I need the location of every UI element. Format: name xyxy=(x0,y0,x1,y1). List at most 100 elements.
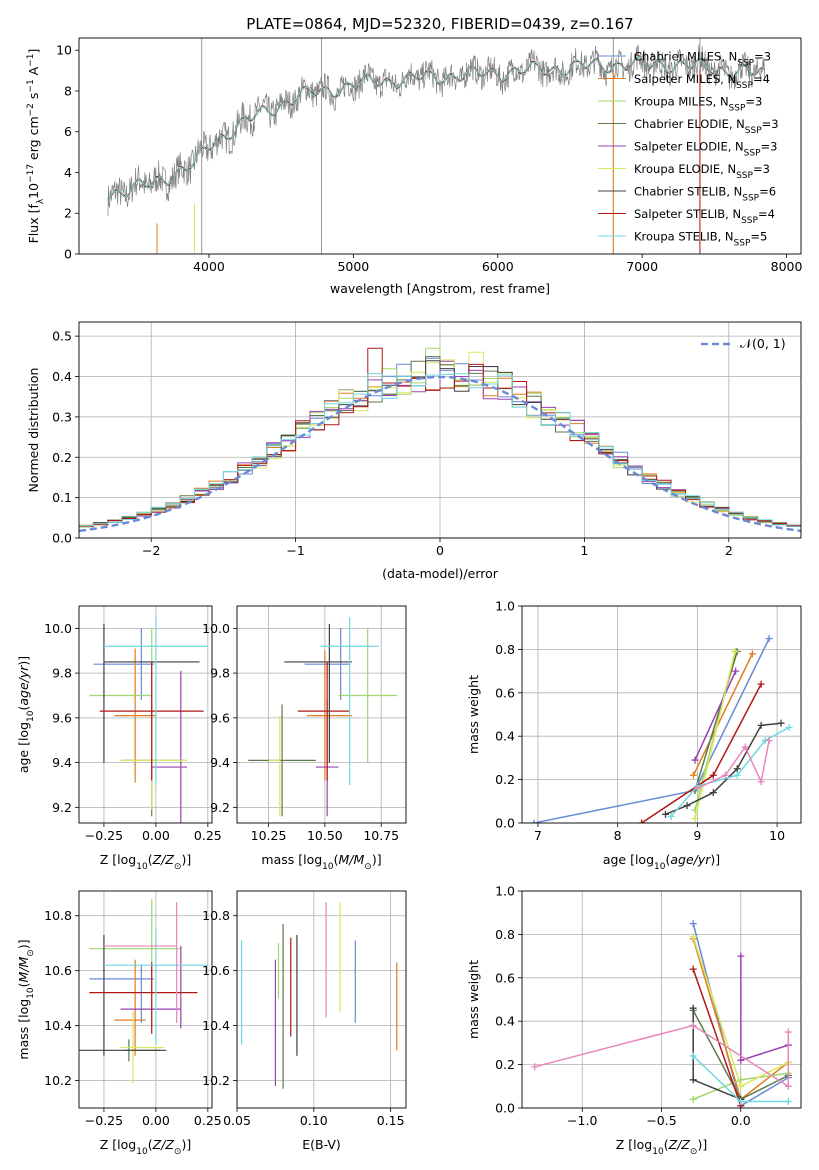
mass-weight-marker xyxy=(689,920,697,928)
mass-weight-vs-metallicity-panel: −1.0 −0.5 0.0 0.0 0.2 0.4 0.6 0.8 1.0 Z [log10(Z/… xyxy=(466,884,802,1157)
y-tick-label: 0.2 xyxy=(52,450,72,465)
y-axis-label: Normed distribution xyxy=(26,368,41,493)
y-tick-label: 2 xyxy=(64,206,72,221)
legend-entry: Chabrier STELIB, NSSP=6 xyxy=(634,185,776,204)
axes-frame xyxy=(236,890,407,1109)
mass-weight-marker xyxy=(748,650,756,658)
x-tick-label: 8 xyxy=(614,828,622,843)
mass-weight-marker xyxy=(709,789,717,797)
mass-weight-marker xyxy=(638,819,646,823)
plot-area xyxy=(531,920,792,1108)
y-tick-label: 10.4 xyxy=(202,1018,230,1033)
mass-weight-marker xyxy=(757,680,765,688)
y-tick-label: 0.0 xyxy=(52,531,72,546)
mass-weight-series-line xyxy=(534,1024,790,1088)
x-tick-label: 2 xyxy=(725,543,733,558)
y-tick-label: 0.8 xyxy=(495,642,515,657)
y-tick-label: 9.4 xyxy=(52,755,72,770)
x-axis-label: E(B-V) xyxy=(302,1137,341,1152)
mass-weight-marker xyxy=(689,965,697,973)
mass-weight-series-line xyxy=(694,651,736,819)
plot-area xyxy=(89,617,208,823)
y-tick-label: 0 xyxy=(64,247,72,262)
mass-vs-metallicity-panel: −0.25 0.00 0.25 10.2 10.4 10.6 10.8 Z [log10(Z/… xyxy=(16,890,222,1157)
x-tick-label: 0.25 xyxy=(194,1113,222,1128)
mass-weight-marker xyxy=(733,765,741,773)
axes-frame xyxy=(521,890,802,1109)
mass-weight-marker xyxy=(737,952,745,960)
normal-pdf-line xyxy=(79,375,801,533)
mass-weight-marker xyxy=(737,1082,745,1090)
mass-weight-marker xyxy=(691,756,699,764)
mass-weight-marker xyxy=(689,1004,697,1012)
plot-area xyxy=(248,617,397,817)
x-tick-label: 10.25 xyxy=(251,828,287,843)
y-tick-label: 10.0 xyxy=(202,621,230,636)
y-tick-label: 0.4 xyxy=(52,369,72,384)
y-tick-label: 9.4 xyxy=(210,755,230,770)
y-axis-label: mass weight xyxy=(466,675,481,754)
mass-weight-marker xyxy=(689,1022,697,1030)
mass-weight-marker xyxy=(737,1056,745,1064)
x-tick-label: 5000 xyxy=(337,259,369,274)
y-tick-label: 0.1 xyxy=(52,490,72,505)
x-tick-label: 0.05 xyxy=(223,1113,251,1128)
x-tick-label: 9 xyxy=(693,828,701,843)
x-axis-label: wavelength [Angstrom, rest frame] xyxy=(330,281,550,296)
x-axis-label: Z [log10(Z/Z⊙)] xyxy=(616,1137,707,1157)
y-tick-label: 0.6 xyxy=(495,970,515,985)
model-spectrum-line xyxy=(107,55,765,201)
age-vs-mass-panel: 10.25 10.50 10.75 9.2 9.4 9.6 9.8 10.0 mass [log… xyxy=(202,605,407,872)
x-tick-label: −1.0 xyxy=(567,1113,597,1128)
y-axis-label: Flux [fλ10−17 erg cm−2 s−1 A−1] xyxy=(26,49,46,244)
plot-area xyxy=(530,635,793,823)
mass-weight-series-line xyxy=(533,638,770,823)
axes-frame xyxy=(78,890,213,1109)
mass-weight-marker xyxy=(531,1063,539,1071)
x-tick-label: 0.10 xyxy=(300,1113,328,1128)
x-tick-label: 4000 xyxy=(193,259,225,274)
y-axis-label: mass [log10(M/M⊙)] xyxy=(16,939,36,1059)
mass-weight-vs-age-panel: 7 8 9 10 0.0 0.2 0.4 0.6 0.8 1.0 age [log10(age/yr… xyxy=(466,599,802,872)
plot-area xyxy=(79,347,801,533)
axes-frame xyxy=(78,605,213,824)
mass-weight-marker xyxy=(784,1028,792,1036)
mass-weight-marker xyxy=(709,771,717,779)
y-axis-label: age [log10(age/yr)] xyxy=(16,656,36,773)
x-tick-label: −1 xyxy=(286,543,304,558)
legend-entry: Kroupa ELODIE, NSSP=3 xyxy=(634,162,770,181)
y-tick-label: 9.6 xyxy=(210,710,230,725)
mass-weight-marker xyxy=(689,771,697,779)
mass-weight-series-line xyxy=(692,653,754,776)
y-tick-label: 6 xyxy=(64,124,72,139)
mass-weight-marker xyxy=(667,812,675,820)
y-tick-label: 9.8 xyxy=(210,666,230,681)
x-tick-label: 1 xyxy=(580,543,588,558)
y-tick-label: 10.4 xyxy=(44,1018,72,1033)
x-axis-label: age [log10(age/yr)] xyxy=(603,852,720,872)
mass-weight-marker xyxy=(732,667,740,675)
y-tick-label: 0.0 xyxy=(495,1101,515,1116)
x-tick-label: 10.50 xyxy=(307,828,343,843)
mass-weight-marker xyxy=(765,635,773,643)
legend-entry: Salpeter ELODIE, NSSP=3 xyxy=(634,140,777,159)
mass-weight-marker xyxy=(757,721,765,729)
y-tick-label: 1.0 xyxy=(495,599,515,614)
y-tick-label: 8 xyxy=(64,83,72,98)
mass-weight-marker xyxy=(785,724,793,732)
axes-frame xyxy=(521,605,802,824)
plot-area xyxy=(241,901,398,1089)
figure-title: PLATE=0864, MJD=52320, FIBERID=0439, z=0… xyxy=(246,15,633,33)
x-tick-label: 7 xyxy=(534,828,542,843)
mass-weight-marker xyxy=(777,719,785,727)
axes-frame xyxy=(236,605,407,824)
y-tick-label: 10.2 xyxy=(44,1073,72,1088)
mass-weight-series-line xyxy=(692,968,742,1107)
y-tick-label: 0.5 xyxy=(52,329,72,344)
x-axis-label: (data-model)/error xyxy=(382,566,499,581)
y-tick-label: 10.2 xyxy=(202,1073,230,1088)
y-tick-label: 1.0 xyxy=(495,884,515,899)
y-tick-label: 0.6 xyxy=(495,685,515,700)
y-tick-label: 0.8 xyxy=(495,927,515,942)
age-vs-metallicity-panel: −0.25 0.00 0.25 9.2 9.4 9.6 9.8 10.0 Z [log10(Z/… xyxy=(16,605,222,872)
